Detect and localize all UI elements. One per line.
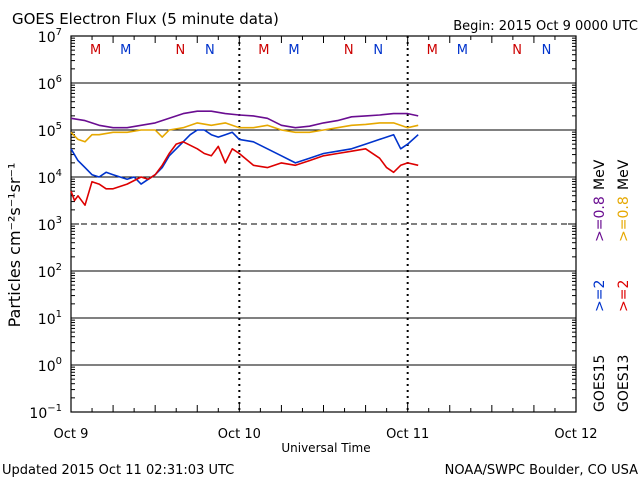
series-line <box>70 110 419 129</box>
mn-marker: M <box>258 43 269 58</box>
x-axis-label: Universal Time <box>281 441 370 455</box>
mn-marker: N <box>542 43 552 58</box>
mn-marker: N <box>373 43 383 58</box>
y-tick-label: 103 <box>38 215 62 234</box>
mn-marker: N <box>205 43 215 58</box>
mn-marker: M <box>427 43 438 58</box>
updated-timestamp: Updated 2015 Oct 11 02:31:03 UTC <box>2 463 234 478</box>
chart-title: GOES Electron Flux (5 minute data) <box>12 10 279 28</box>
y-tick-label: 101 <box>38 309 62 328</box>
y-tick-label: 105 <box>38 121 62 140</box>
x-axis: Oct 9 Oct 10 Oct 11 Oct 12 <box>54 36 598 442</box>
series-line <box>70 141 419 206</box>
x-tick-label: Oct 11 <box>386 427 429 442</box>
x-tick-label: Oct 10 <box>218 427 261 442</box>
mn-marker: M <box>120 43 131 58</box>
y-tick-label: 107 <box>38 27 62 46</box>
begin-label: Begin: 2015 Oct 9 0000 UTC <box>453 19 638 34</box>
y-tick-label: 102 <box>38 262 62 281</box>
legend-goes13: GOES13 <box>616 355 632 412</box>
series-line <box>70 129 419 185</box>
mn-marker: M <box>288 43 299 58</box>
legend-goes13-08mev: >=0.8 <box>616 196 632 242</box>
mn-marker: N <box>512 43 522 58</box>
mn-marker: M <box>457 43 468 58</box>
y-axis-label: Particles cm⁻²s⁻¹sr⁻¹ <box>5 163 24 328</box>
legend-goes15-2mev: >=2 <box>592 280 608 312</box>
legend-goes13-2mev: >=2 <box>616 280 632 312</box>
mn-marker: N <box>176 43 186 58</box>
series-lines <box>70 110 419 206</box>
legend-goes15-unit: MeV <box>592 159 608 190</box>
y-tick-label: 10−1 <box>29 403 62 422</box>
x-tick-label: Oct 9 <box>54 427 89 442</box>
mn-marker: N <box>344 43 354 58</box>
x-tick-label: Oct 12 <box>554 427 597 442</box>
y-tick-label: 100 <box>38 356 62 375</box>
y-axis: 107 106 105 104 103 102 101 100 10−1 <box>29 27 576 422</box>
legend-goes15: GOES15 <box>592 355 608 412</box>
day-separators <box>238 36 409 412</box>
legend-goes15-08mev: >=0.8 <box>592 196 608 242</box>
right-legend: GOES15 >=2 >=0.8 MeV GOES13 >=2 >=0.8 Me… <box>592 159 632 412</box>
credit-text: NOAA/SWPC Boulder, CO USA <box>445 463 638 478</box>
grid-lines <box>71 82 576 366</box>
series-line <box>70 122 419 143</box>
y-tick-label: 104 <box>38 168 62 187</box>
y-tick-label: 106 <box>38 74 62 93</box>
legend-goes13-unit: MeV <box>616 159 632 190</box>
mn-marker: M <box>90 43 101 58</box>
